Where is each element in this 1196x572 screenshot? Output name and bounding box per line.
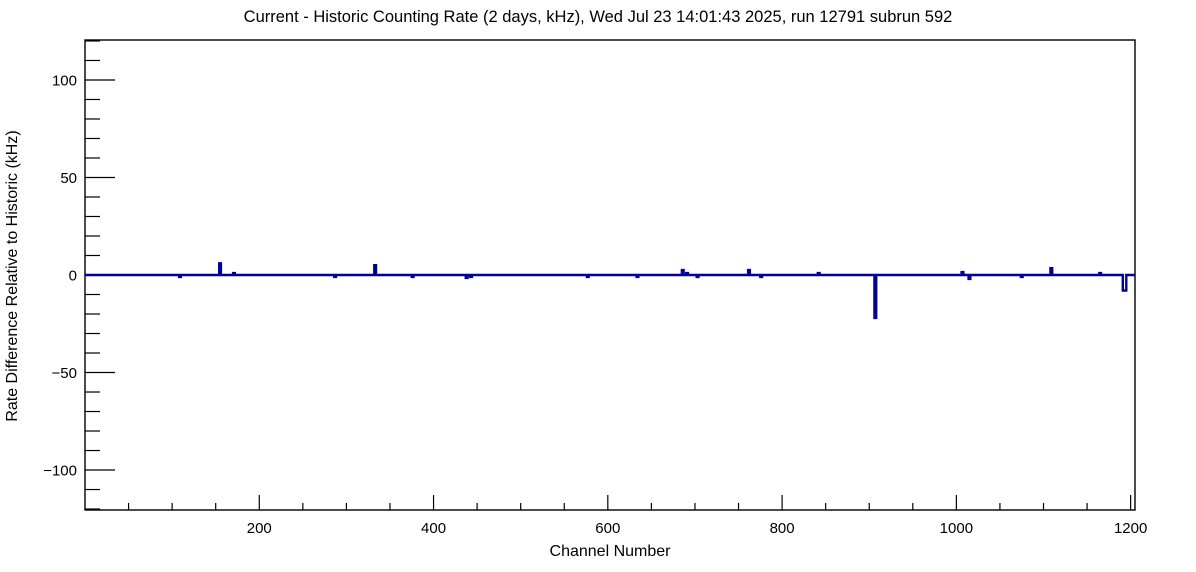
x-tick-label: 200 [247, 520, 272, 537]
y-tick-label: 100 [52, 72, 77, 89]
y-axis: −100 −50 0 50 100 [43, 40, 115, 510]
y-tick-label: −100 [43, 463, 77, 480]
x-axis: 200 400 600 800 1000 1200 [127, 495, 1147, 537]
y-tick-label: 50 [60, 170, 77, 187]
data-series-line [85, 262, 1135, 320]
x-axis-title: Channel Number [549, 543, 671, 560]
y-tick-label: 0 [69, 268, 77, 285]
chart-title: Current - Historic Counting Rate (2 days… [243, 8, 953, 26]
x-tick-label: 600 [595, 520, 620, 537]
y-tick-label: −50 [52, 365, 77, 382]
x-tick-label: 1000 [940, 520, 973, 537]
x-tick-label: 800 [770, 520, 795, 537]
x-tick-label: 1200 [1114, 520, 1147, 537]
x-tick-label: 400 [421, 520, 446, 537]
